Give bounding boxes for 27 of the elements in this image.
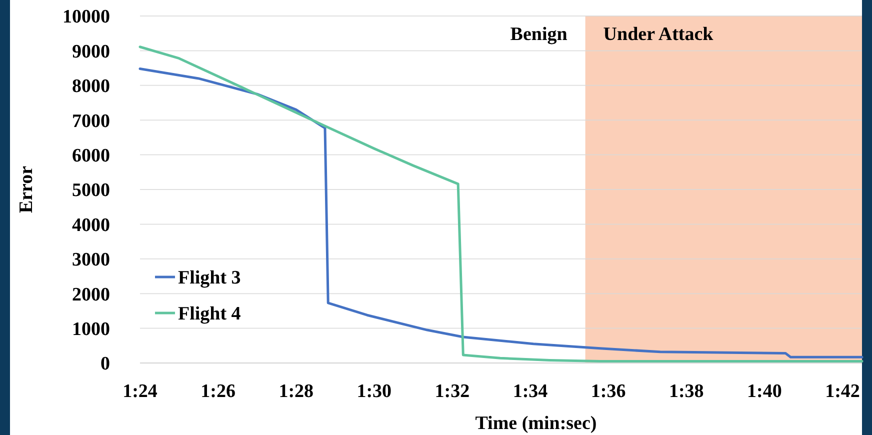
- annotation: Benign: [510, 24, 568, 45]
- legend-label: Flight 4: [178, 304, 242, 325]
- y-tick-label: 8000: [72, 76, 110, 98]
- x-axis-title: Time (min:sec): [475, 413, 597, 434]
- y-tick-label: 10000: [62, 6, 110, 28]
- legend-label: Flight 3: [178, 268, 241, 289]
- band-label: Under Attack: [603, 24, 714, 45]
- x-tick-label: 1:32: [434, 381, 470, 402]
- x-tick-label: 1:24: [122, 381, 158, 402]
- y-tick-label: 2000: [72, 284, 110, 306]
- x-tick-label: 1:40: [747, 381, 782, 402]
- x-tick-label: 1:42: [825, 381, 860, 402]
- x-tick-label: 1:38: [668, 381, 704, 402]
- y-tick-label: 5000: [72, 180, 110, 202]
- y-tick-label: 9000: [72, 41, 110, 62]
- x-tick-label: 1:36: [590, 381, 626, 402]
- y-tick-label: 0: [100, 354, 110, 375]
- y-tick-label: 7000: [72, 110, 110, 132]
- y-tick-label: 4000: [72, 214, 110, 236]
- x-tick-label: 1:34: [512, 381, 548, 402]
- x-tick-label: 1:26: [200, 381, 236, 402]
- y-tick-label: 1000: [72, 318, 110, 340]
- x-tick-label: 1:28: [278, 381, 314, 402]
- y-axis-title: Error: [16, 165, 37, 214]
- x-tick-label: 1:30: [356, 381, 392, 402]
- y-tick-label: 6000: [72, 145, 110, 166]
- y-tick-label: 3000: [72, 250, 110, 271]
